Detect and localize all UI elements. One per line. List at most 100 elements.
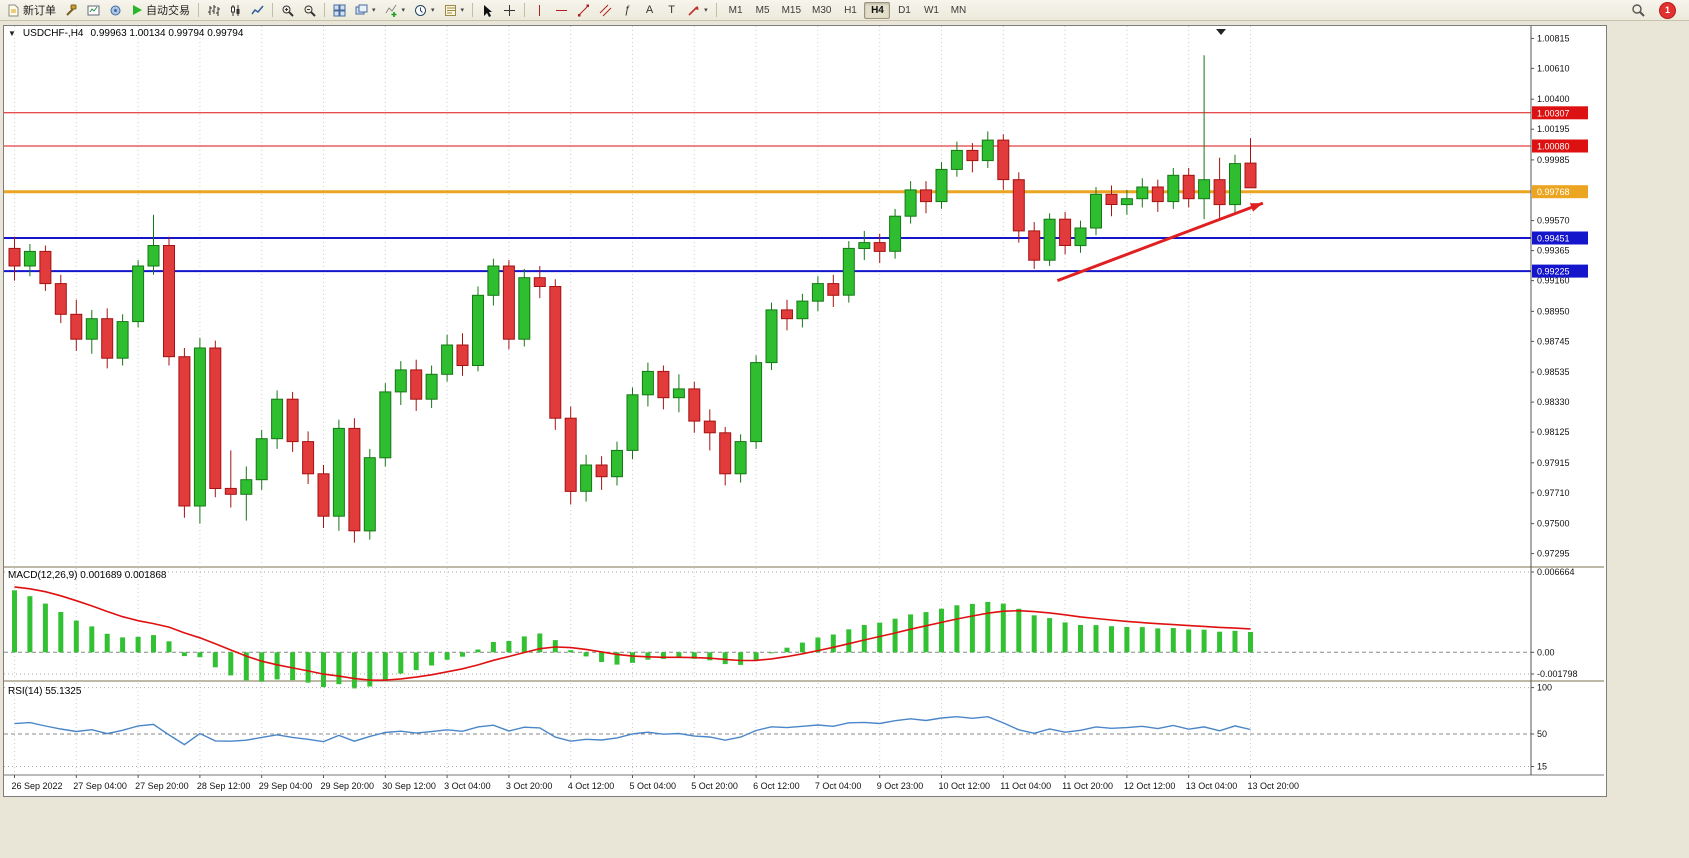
arrow-tools-button[interactable]: ▾ bbox=[683, 1, 712, 19]
timeframe-d1-button[interactable]: D1 bbox=[891, 2, 917, 19]
svg-text:0.00: 0.00 bbox=[1537, 647, 1555, 657]
auto-trading-button[interactable]: 自动交易 bbox=[127, 1, 194, 19]
svg-text:13 Oct 20:00: 13 Oct 20:00 bbox=[1248, 781, 1300, 791]
indicators-button[interactable]: ▾ bbox=[381, 1, 410, 19]
caret-down-icon: ▾ bbox=[431, 7, 435, 14]
bar-chart-icon bbox=[207, 4, 220, 17]
svg-text:28 Sep 12:00: 28 Sep 12:00 bbox=[197, 781, 251, 791]
timeframe-w1-button[interactable]: W1 bbox=[918, 2, 944, 19]
trendline-button[interactable] bbox=[573, 1, 594, 19]
svg-text:1.00195: 1.00195 bbox=[1537, 124, 1570, 134]
channel-icon bbox=[599, 4, 612, 17]
macd-histogram bbox=[12, 590, 1253, 689]
svg-text:0.97500: 0.97500 bbox=[1537, 519, 1570, 529]
svg-text:100: 100 bbox=[1537, 683, 1552, 693]
tile-windows-button[interactable] bbox=[329, 1, 350, 19]
svg-text:0.99225: 0.99225 bbox=[1537, 267, 1570, 277]
cursor-button[interactable] bbox=[477, 1, 498, 19]
price-axis: 1.00815 1.00610 1.00400 1.00195 0.99985 0.995… bbox=[1531, 33, 1570, 559]
bell-icon bbox=[109, 4, 122, 17]
chart-canvas[interactable]: 1.00815 1.00610 1.00400 1.00195 0.99985 0.995… bbox=[4, 26, 1604, 794]
candlestick-chart-button[interactable] bbox=[225, 1, 246, 19]
toolbar-separator bbox=[715, 3, 717, 17]
auto-trading-label: 自动交易 bbox=[146, 5, 190, 17]
svg-text:0.97295: 0.97295 bbox=[1537, 549, 1570, 559]
cascade-windows-button[interactable]: ▾ bbox=[351, 1, 380, 19]
svg-text:3 Oct 20:00: 3 Oct 20:00 bbox=[506, 781, 553, 791]
line-chart-button[interactable] bbox=[247, 1, 268, 19]
svg-text:0.99570: 0.99570 bbox=[1537, 216, 1570, 226]
horizontal-line-icon bbox=[555, 4, 568, 17]
svg-text:15: 15 bbox=[1537, 762, 1547, 772]
vertical-line-button[interactable] bbox=[529, 1, 550, 19]
svg-text:10 Oct 12:00: 10 Oct 12:00 bbox=[939, 781, 991, 791]
crosshair-button[interactable] bbox=[499, 1, 520, 19]
svg-text:0.98535: 0.98535 bbox=[1537, 367, 1570, 377]
line-chart-icon bbox=[251, 4, 264, 17]
candles[interactable] bbox=[8, 55, 1257, 543]
notification-badge[interactable]: 1 bbox=[1659, 1, 1676, 19]
timeframe-m5-button[interactable]: M5 bbox=[750, 2, 776, 19]
bar-chart-button[interactable] bbox=[203, 1, 224, 19]
toolbar: 新订单 自动交易 bbox=[0, 0, 1689, 21]
search-button[interactable] bbox=[1627, 1, 1649, 19]
templates-button[interactable]: ▾ bbox=[440, 1, 469, 19]
timeframe-m1-button[interactable]: M1 bbox=[723, 2, 749, 19]
svg-text:11 Oct 04:00: 11 Oct 04:00 bbox=[1000, 781, 1051, 791]
fibonacci-button[interactable]: ƒ bbox=[617, 1, 638, 19]
rsi-axis: 100 50 15 bbox=[1531, 683, 1552, 772]
zoom-in-button[interactable] bbox=[277, 1, 298, 19]
svg-text:30 Sep 12:00: 30 Sep 12:00 bbox=[382, 781, 436, 791]
svg-text:0.99985: 0.99985 bbox=[1537, 155, 1570, 165]
periods-button[interactable]: ▾ bbox=[410, 1, 439, 19]
svg-text:1.00080: 1.00080 bbox=[1537, 142, 1570, 152]
metaeditor-button[interactable] bbox=[61, 1, 82, 19]
toolbar-separator bbox=[524, 3, 526, 17]
svg-text:27 Sep 04:00: 27 Sep 04:00 bbox=[73, 781, 127, 791]
timeframe-m15-button[interactable]: M15 bbox=[777, 2, 806, 19]
new-order-button[interactable]: 新订单 bbox=[3, 1, 60, 19]
macd-axis: 0.006664 0.00 -0.001798 bbox=[1531, 567, 1578, 679]
template-icon bbox=[444, 4, 457, 17]
svg-text:0.99451: 0.99451 bbox=[1537, 234, 1570, 244]
chart-dropdown-icon[interactable]: ▼ bbox=[8, 29, 16, 38]
arrow-tool-icon bbox=[687, 4, 700, 17]
timeframe-h4-button[interactable]: H4 bbox=[864, 1, 891, 19]
crosshair-icon bbox=[503, 4, 516, 17]
timeframe-mn-button[interactable]: MN bbox=[945, 2, 971, 19]
charts-profile-button[interactable] bbox=[83, 1, 104, 19]
timeframe-m30-button[interactable]: M30 bbox=[807, 2, 836, 19]
svg-text:4 Oct 12:00: 4 Oct 12:00 bbox=[568, 781, 615, 791]
svg-text:6 Oct 12:00: 6 Oct 12:00 bbox=[753, 781, 800, 791]
svg-text:0.97915: 0.97915 bbox=[1537, 458, 1570, 468]
svg-text:1.00815: 1.00815 bbox=[1537, 33, 1570, 43]
svg-text:12 Oct 12:00: 12 Oct 12:00 bbox=[1124, 781, 1176, 791]
channel-button[interactable] bbox=[595, 1, 616, 19]
zoom-out-button[interactable] bbox=[299, 1, 320, 19]
horizontal-level-lines[interactable] bbox=[4, 112, 1531, 273]
toolbar-separator bbox=[272, 3, 273, 17]
fibonacci-icon: ƒ bbox=[624, 3, 631, 16]
timeframe-h1-button[interactable]: H1 bbox=[837, 2, 863, 19]
panel-separator[interactable] bbox=[4, 680, 1604, 682]
new-order-icon bbox=[7, 4, 20, 17]
caret-down-icon: ▾ bbox=[704, 7, 708, 14]
horizontal-line-button[interactable] bbox=[551, 1, 572, 19]
alerts-button[interactable] bbox=[105, 1, 126, 19]
chart-shift-marker[interactable] bbox=[1216, 29, 1226, 35]
cursor-icon bbox=[481, 4, 494, 17]
text-button[interactable]: A bbox=[639, 1, 660, 19]
svg-text:11 Oct 20:00: 11 Oct 20:00 bbox=[1062, 781, 1113, 791]
svg-text:5 Oct 04:00: 5 Oct 04:00 bbox=[630, 781, 677, 791]
svg-text:9 Oct 23:00: 9 Oct 23:00 bbox=[877, 781, 924, 791]
svg-text:1.00307: 1.00307 bbox=[1537, 108, 1570, 118]
label-button[interactable]: T bbox=[661, 1, 682, 19]
price-tags: 1.00307 1.00080 0.99768 0.99451 0.99225 bbox=[1532, 106, 1588, 278]
rsi-line bbox=[14, 715, 1251, 746]
panel-separator[interactable] bbox=[4, 566, 1604, 568]
caret-down-icon: ▾ bbox=[372, 7, 376, 14]
trend-arrow[interactable] bbox=[1056, 201, 1264, 283]
caret-down-icon: ▾ bbox=[460, 7, 465, 14]
svg-text:0.99160: 0.99160 bbox=[1537, 276, 1570, 286]
